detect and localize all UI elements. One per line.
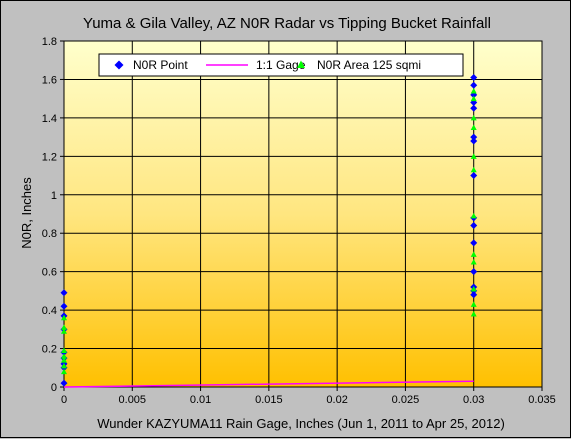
legend-label-n0r-area: N0R Area 125 sqmi xyxy=(317,58,421,72)
n0r-area-marker xyxy=(470,259,477,265)
n0r-area-marker xyxy=(470,166,477,173)
y-tick-labels: 0 0.2 0.4 0.6 0.8 1 1.2 1.4 1.6 1.8 xyxy=(42,36,57,394)
n0r-area-marker xyxy=(61,324,67,330)
n0r-area-marker xyxy=(470,87,477,94)
n0r-area-marker xyxy=(470,114,477,121)
n0r-point-marker xyxy=(470,74,478,82)
n0r-point-marker xyxy=(470,222,478,230)
n0r-point-marker xyxy=(470,133,478,141)
n0r-area-marker xyxy=(61,357,67,363)
legend-label-1to1-gage: 1:1 Gage xyxy=(256,58,306,72)
n0r-area-marker xyxy=(470,153,477,159)
y-tick-label: 1.4 xyxy=(42,113,57,125)
n0r-area-marker xyxy=(61,368,67,375)
n0r-point-marker xyxy=(60,302,68,310)
x-axis-label: Wunder KAZYUMA11 Rain Gage, Inches (Jun … xyxy=(97,416,505,431)
n0r-area-marker xyxy=(61,328,67,334)
n0r-area-marker xyxy=(470,251,477,257)
n0r-area-marker xyxy=(470,124,477,130)
n0r-area-marker xyxy=(470,95,477,102)
y-tick-label: 1 xyxy=(51,190,57,202)
y-axis-label: N0R, Inches xyxy=(19,177,34,249)
n0r-area-marker xyxy=(61,347,67,353)
legend: N0R Point 1:1 Gage N0R Area 125 sqmi xyxy=(98,53,464,77)
legend-box xyxy=(98,53,464,77)
x-tick-label: 0.025 xyxy=(392,394,420,406)
n0r-point-marker xyxy=(470,172,478,180)
n0r-point-marker xyxy=(470,239,478,247)
plot-area xyxy=(63,40,543,388)
x-tick-label: 0.02 xyxy=(326,394,347,406)
chart-title: Yuma & Gila Valley, AZ N0R Radar vs Tipp… xyxy=(83,15,491,32)
legend-marker-n0r-area xyxy=(297,60,305,68)
y-tick-label: 0.6 xyxy=(42,267,57,279)
y-tick-label: 0.8 xyxy=(42,228,57,240)
n0r-area-marker xyxy=(470,285,477,292)
y-tick-label: 0.4 xyxy=(42,305,57,317)
n0r-area-marker xyxy=(61,362,67,369)
n0r-point-marker xyxy=(470,81,478,89)
legend-marker-n0r-point xyxy=(114,60,124,70)
y-tick-label: 1.8 xyxy=(42,36,57,48)
n0r-point-marker xyxy=(470,104,478,112)
x-tick-label: 0.015 xyxy=(255,394,283,406)
n0r-area-marker xyxy=(470,301,477,307)
n0r-area-marker xyxy=(470,310,477,317)
x-tick-label: 0.01 xyxy=(190,394,211,406)
y-tick-label: 0.2 xyxy=(42,344,57,356)
n0r-point-marker xyxy=(470,291,478,299)
n0r-area-marker xyxy=(61,314,67,321)
n0r-area-marker xyxy=(470,212,477,219)
n0r-point-marker xyxy=(470,137,478,145)
x-tick-label: 0.035 xyxy=(528,394,556,406)
legend-label-n0r-point: N0R Point xyxy=(133,58,188,72)
n0r-point-marker xyxy=(60,289,68,297)
y-tick-label: 0 xyxy=(51,382,57,394)
x-tick-label: 0.005 xyxy=(119,394,147,406)
x-tick-label: 0 xyxy=(61,394,67,406)
gage-line xyxy=(63,380,474,388)
y-tick-label: 1.2 xyxy=(42,151,57,163)
data-marks xyxy=(60,74,478,388)
n0r-area-marker xyxy=(61,353,67,359)
n0r-point-marker xyxy=(470,268,478,276)
n0r-point-marker xyxy=(60,379,68,387)
x-tick-labels: 0 0.005 0.01 0.015 0.02 0.025 0.03 0.035 xyxy=(61,394,556,406)
x-tick-label: 0.03 xyxy=(463,394,484,406)
y-tick-label: 1.6 xyxy=(42,74,57,86)
